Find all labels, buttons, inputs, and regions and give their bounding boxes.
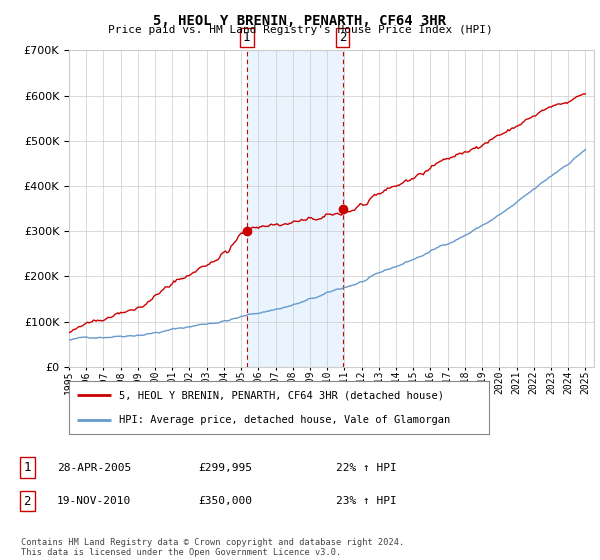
Bar — [247, 50, 343, 367]
Text: 28-APR-2005: 28-APR-2005 — [57, 463, 131, 473]
Text: 5, HEOL Y BRENIN, PENARTH, CF64 3HR (detached house): 5, HEOL Y BRENIN, PENARTH, CF64 3HR (det… — [119, 390, 445, 400]
Text: £299,995: £299,995 — [198, 463, 252, 473]
Text: 5, HEOL Y BRENIN, PENARTH, CF64 3HR: 5, HEOL Y BRENIN, PENARTH, CF64 3HR — [154, 14, 446, 28]
Text: 1: 1 — [243, 31, 250, 44]
Text: 22% ↑ HPI: 22% ↑ HPI — [336, 463, 397, 473]
Text: 2: 2 — [23, 494, 31, 508]
Text: 23% ↑ HPI: 23% ↑ HPI — [336, 496, 397, 506]
Text: 19-NOV-2010: 19-NOV-2010 — [57, 496, 131, 506]
Text: 1: 1 — [23, 461, 31, 474]
Text: Contains HM Land Registry data © Crown copyright and database right 2024.
This d: Contains HM Land Registry data © Crown c… — [21, 538, 404, 557]
Text: £350,000: £350,000 — [198, 496, 252, 506]
Text: Price paid vs. HM Land Registry's House Price Index (HPI): Price paid vs. HM Land Registry's House … — [107, 25, 493, 35]
Text: 2: 2 — [339, 31, 346, 44]
Text: HPI: Average price, detached house, Vale of Glamorgan: HPI: Average price, detached house, Vale… — [119, 414, 451, 424]
